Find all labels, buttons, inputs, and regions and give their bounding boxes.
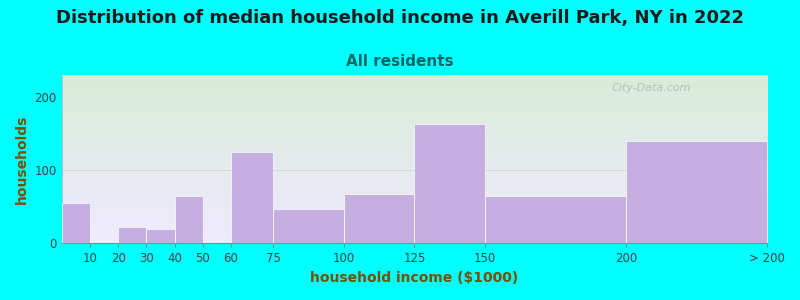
X-axis label: household income ($1000): household income ($1000) [310, 271, 518, 285]
Text: Distribution of median household income in Averill Park, NY in 2022: Distribution of median household income … [56, 9, 744, 27]
Bar [274, 209, 344, 243]
Bar [231, 152, 274, 243]
Bar [146, 229, 174, 243]
Bar [626, 141, 767, 243]
Bar [485, 196, 626, 243]
Bar [414, 124, 485, 243]
Bar [118, 227, 146, 243]
Text: City-Data.com: City-Data.com [612, 83, 691, 93]
Text: All residents: All residents [346, 54, 454, 69]
Bar [174, 196, 202, 243]
Y-axis label: households: households [15, 115, 29, 204]
Bar [62, 203, 90, 243]
Bar [344, 194, 414, 243]
